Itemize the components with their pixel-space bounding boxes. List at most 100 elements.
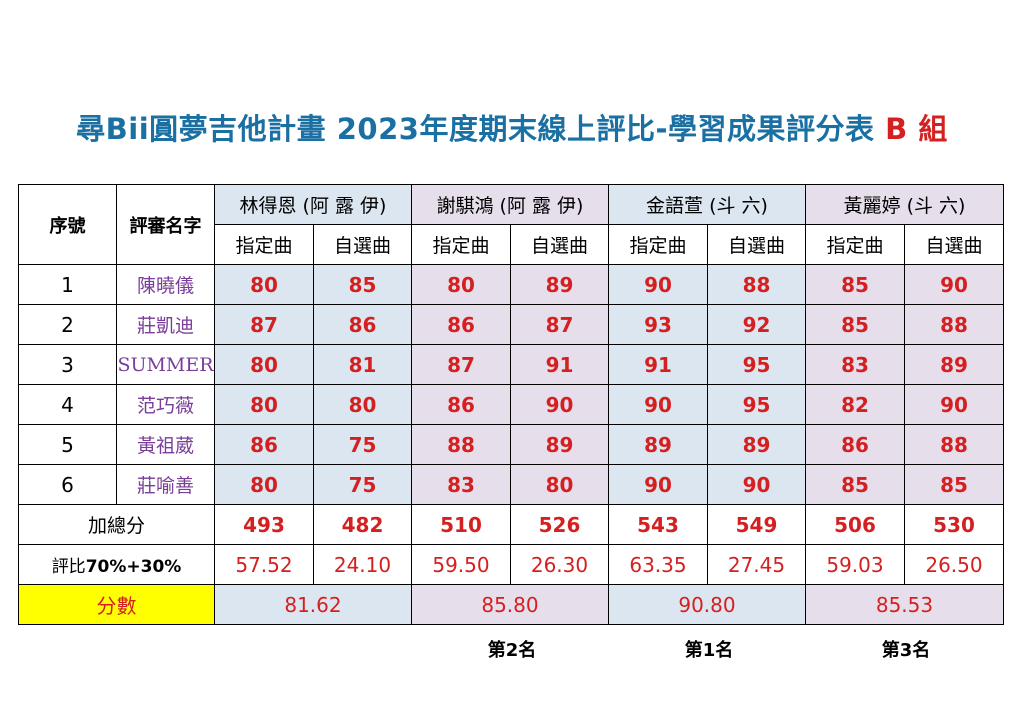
score-cell: 88 (707, 264, 806, 305)
score-cell: 86 (214, 424, 314, 465)
ratio-cell: 59.03 (805, 544, 905, 585)
score-cell: 95 (707, 344, 806, 385)
table-row: 4 范巧薇 80 80 86 90 90 95 82 90 (18, 384, 1004, 425)
ratio-cell: 24.10 (313, 544, 412, 585)
total-cell: 510 (411, 504, 511, 545)
performer-header: 金語萱 (斗 六) (608, 184, 806, 225)
total-cell: 549 (707, 504, 806, 545)
table-row: 1 陳曉儀 80 85 80 89 90 88 85 90 (18, 264, 1004, 305)
score-cell: 80 (510, 464, 609, 505)
row-seq: 6 (18, 464, 117, 505)
score-cell: 90 (608, 464, 708, 505)
score-cell: 80 (411, 264, 511, 305)
score-cell: 85 (904, 464, 1004, 505)
score-cell: 89 (510, 424, 609, 465)
score-cell: 80 (214, 344, 314, 385)
ratio-cell: 59.50 (411, 544, 511, 585)
total-cell: 482 (313, 504, 412, 545)
total-row: 加總分 493 482 510 526 543 549 506 530 (18, 504, 1004, 545)
title-main: 尋Bii圓夢吉他計畫 2023年度期末線上評比-學習成果評分表 (76, 112, 875, 146)
ratio-label: 評比70%+30% (18, 544, 215, 585)
song-type-header: 自選曲 (707, 224, 806, 265)
final-score-cell: 81.62 (214, 584, 412, 625)
score-cell: 90 (904, 384, 1004, 425)
row-seq: 3 (18, 344, 117, 385)
score-cell: 86 (805, 424, 905, 465)
song-type-header: 自選曲 (904, 224, 1004, 265)
score-cell: 80 (214, 464, 314, 505)
table-row: 2 莊凱迪 87 86 86 87 93 92 85 88 (18, 304, 1004, 345)
score-cell: 88 (411, 424, 511, 465)
row-seq: 1 (18, 264, 117, 305)
score-cell: 86 (411, 384, 511, 425)
song-type-header: 指定曲 (411, 224, 511, 265)
score-cell: 87 (411, 344, 511, 385)
score-cell: 90 (608, 264, 708, 305)
score-cell: 88 (904, 424, 1004, 465)
judge-name: 陳曉儀 (116, 264, 215, 305)
score-cell: 82 (805, 384, 905, 425)
total-label: 加總分 (18, 504, 215, 545)
judge-name: 黃祖葳 (116, 424, 215, 465)
header-seq: 序號 (18, 184, 117, 265)
score-cell: 85 (805, 464, 905, 505)
song-type-header: 自選曲 (313, 224, 412, 265)
row-seq: 5 (18, 424, 117, 465)
total-cell: 506 (805, 504, 905, 545)
row-seq: 2 (18, 304, 117, 345)
score-cell: 90 (608, 384, 708, 425)
song-type-header: 指定曲 (214, 224, 314, 265)
table-row: 5 黃祖葳 86 75 88 89 89 89 86 88 (18, 424, 1004, 465)
score-cell: 93 (608, 304, 708, 345)
header-row-songs: 指定曲 自選曲 指定曲 自選曲 指定曲 自選曲 指定曲 自選曲 (19, 224, 1004, 265)
final-score-row: 分數 81.62 85.80 90.80 85.53 (18, 584, 1004, 625)
score-cell: 83 (411, 464, 511, 505)
score-cell: 89 (904, 344, 1004, 385)
performer-header: 黃麗婷 (斗 六) (805, 184, 1004, 225)
title-group: B 組 (885, 112, 948, 146)
rank-label: 第1名 (684, 640, 734, 661)
score-cell: 75 (313, 464, 412, 505)
score-cell: 85 (313, 264, 412, 305)
ratio-cell: 26.30 (510, 544, 609, 585)
total-cell: 530 (904, 504, 1004, 545)
rank-label: 第2名 (487, 640, 537, 661)
score-cell: 89 (608, 424, 708, 465)
song-type-header: 指定曲 (805, 224, 905, 265)
table-row: 3 SUMMER 80 81 87 91 91 95 83 89 (18, 344, 1004, 385)
final-score-cell: 90.80 (608, 584, 806, 625)
score-cell: 91 (510, 344, 609, 385)
score-cell: 80 (313, 384, 412, 425)
score-cell: 83 (805, 344, 905, 385)
judge-name: SUMMER (116, 344, 215, 385)
score-cell: 87 (510, 304, 609, 345)
total-cell: 526 (510, 504, 609, 545)
score-cell: 88 (904, 304, 1004, 345)
performer-header: 謝騏鴻 (阿 露 伊) (411, 184, 609, 225)
score-cell: 86 (313, 304, 412, 345)
judge-name: 莊喻善 (116, 464, 215, 505)
final-score-cell: 85.80 (411, 584, 609, 625)
page-title: 尋Bii圓夢吉他計畫 2023年度期末線上評比-學習成果評分表 B 組 (0, 106, 1024, 148)
ratio-label-percent: 70%+30% (85, 557, 182, 577)
ratio-row: 評比70%+30% 57.52 24.10 59.50 26.30 63.35 … (18, 544, 1004, 585)
judge-name: 范巧薇 (116, 384, 215, 425)
judge-name: 莊凱迪 (116, 304, 215, 345)
score-table: 序號 評審名字 林得恩 (阿 露 伊) 謝騏鴻 (阿 露 伊) 金語萱 (斗 六… (18, 184, 1004, 625)
score-cell: 81 (313, 344, 412, 385)
ratio-label-prefix: 評比 (51, 557, 86, 577)
score-cell: 92 (707, 304, 806, 345)
header-judge: 評審名字 (116, 184, 215, 265)
score-cell: 90 (904, 264, 1004, 305)
score-cell: 87 (214, 304, 314, 345)
score-cell: 89 (707, 424, 806, 465)
score-label: 分數 (18, 584, 215, 625)
score-cell: 95 (707, 384, 806, 425)
row-seq: 4 (18, 384, 117, 425)
performer-header: 林得恩 (阿 露 伊) (214, 184, 412, 225)
ratio-cell: 27.45 (707, 544, 806, 585)
total-cell: 493 (214, 504, 314, 545)
score-cell: 85 (805, 264, 905, 305)
score-cell: 90 (707, 464, 806, 505)
score-cell: 80 (214, 264, 314, 305)
